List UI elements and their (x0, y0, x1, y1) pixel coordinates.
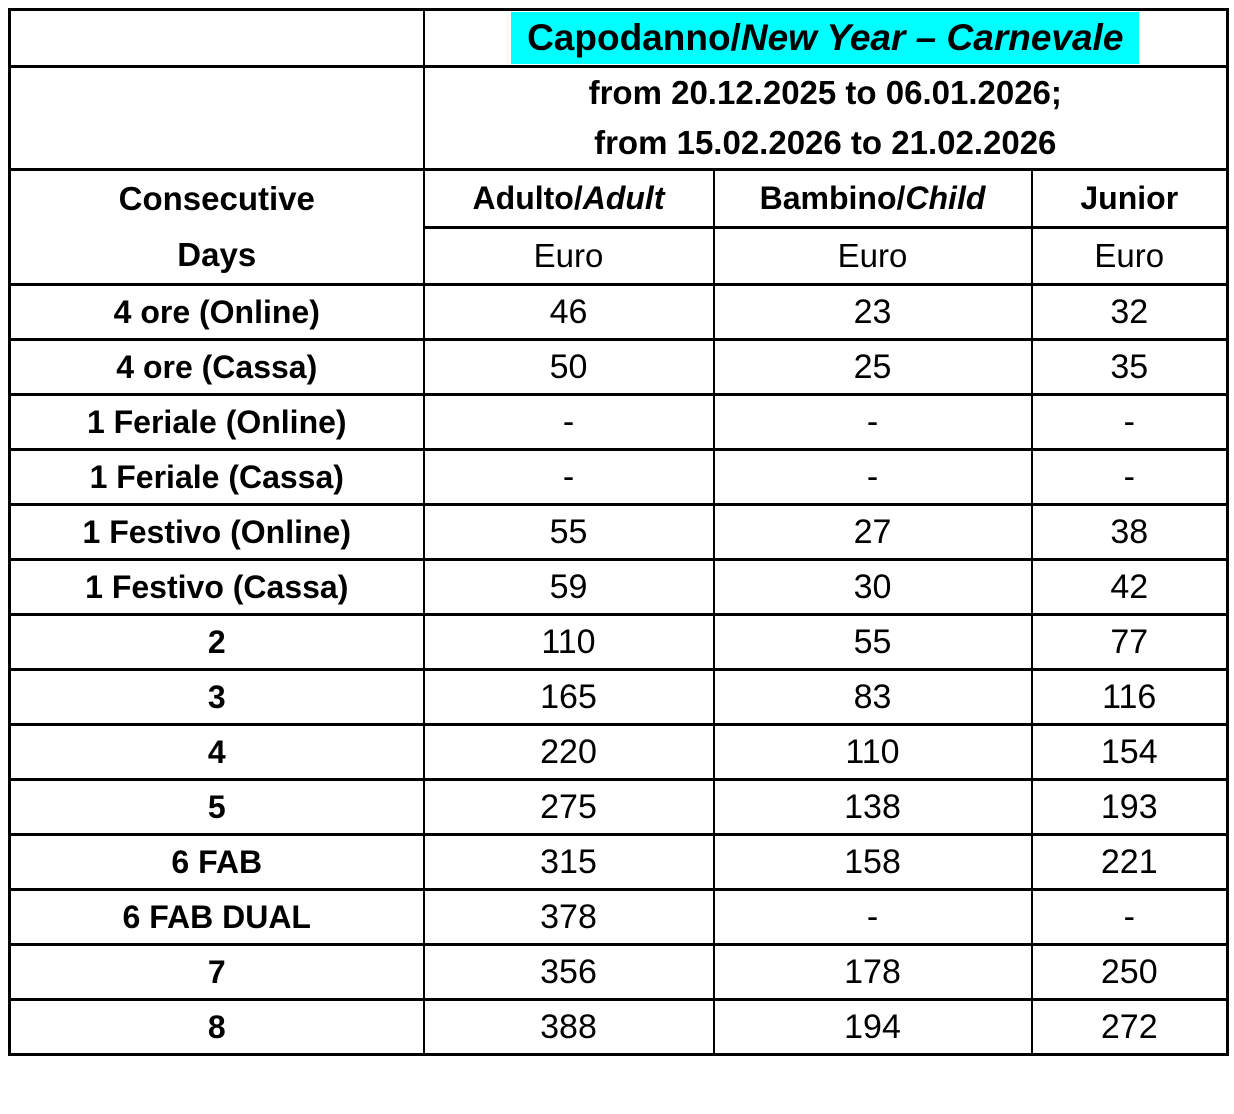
price-value: 275 (422, 778, 715, 836)
row-label: 4 (8, 723, 425, 781)
price-rows-body: 4 ore (Online) 46 23 32 4 ore (Cassa) 50 25 35 1… (8, 283, 1229, 1056)
table-row: 6 FAB 315 158 221 (8, 833, 1229, 891)
col-header-junior: Junior (1030, 167, 1229, 230)
price-value: - (1030, 888, 1229, 946)
price-value: - (712, 888, 1033, 946)
period-line-2: from 15.02.2026 to 21.02.2026 (594, 124, 1057, 161)
price-value: 165 (422, 668, 715, 726)
column-header-row: Consecutive Days Adulto/Adult Bambino/Ch… (8, 167, 1229, 286)
price-value: 23 (712, 283, 1033, 341)
title-text: Capodanno/ (527, 17, 741, 58)
price-value: 250 (1030, 943, 1229, 1001)
title-italic-text: New Year – Carnevale (740, 17, 1124, 58)
table-row: 8 388 194 272 (8, 998, 1229, 1056)
table-row: 1 Feriale (Online) - - - (8, 393, 1229, 451)
period-row: from 20.12.2025 to 06.01.2026; from 15.0… (8, 65, 1229, 171)
price-value: 138 (712, 778, 1033, 836)
price-value: - (422, 448, 715, 506)
price-value: 110 (712, 723, 1033, 781)
table-row: 2 110 55 77 (8, 613, 1229, 671)
price-value: 154 (1030, 723, 1229, 781)
price-value: 158 (712, 833, 1033, 891)
table-row: 4 ore (Cassa) 50 25 35 (8, 338, 1229, 396)
price-value: 59 (422, 558, 715, 616)
table-row: 6 FAB DUAL 378- - (8, 888, 1229, 946)
row-header-line-2: Days (177, 236, 257, 273)
price-value: 35 (1030, 338, 1229, 396)
period-cell: from 20.12.2025 to 06.01.2026; from 15.0… (422, 65, 1229, 171)
price-value: - (1030, 448, 1229, 506)
row-label: 6 FAB DUAL (8, 888, 425, 946)
unit-row: Euro Euro Euro (10, 226, 1229, 286)
col-header-junior-regular: Junior (1080, 180, 1179, 216)
price-value: 388 (422, 998, 715, 1056)
row-header-line-1: Consecutive (118, 180, 315, 217)
col-header-adult: Adulto/Adult (422, 167, 715, 230)
price-value: 356 (422, 943, 715, 1001)
table-row: 3 165 83 116 (8, 668, 1229, 726)
row-label: 4 ore (Online) (8, 283, 425, 341)
row-label: 1 Feriale (Cassa) (8, 448, 425, 506)
price-value: 50 (422, 338, 715, 396)
price-value: 116 (1030, 668, 1229, 726)
row-label: 1 Feriale (Online) (8, 393, 425, 451)
empty-corner-cell (8, 8, 425, 68)
price-value: - (1030, 393, 1229, 451)
row-header-cell: Consecutive Days (8, 168, 425, 286)
price-value: 55 (712, 613, 1033, 671)
row-label: 6 FAB (8, 833, 425, 891)
price-value: 25 (712, 338, 1033, 396)
price-value: 378 (422, 888, 715, 946)
table-row: 4 ore (Online) 46 23 32 (8, 283, 1229, 341)
col-header-child-italic: Child (905, 180, 986, 216)
row-label: 1 Festivo (Cassa) (8, 558, 425, 616)
price-value: - (712, 448, 1033, 506)
price-value: 46 (422, 283, 715, 341)
row-label: 2 (8, 613, 425, 671)
unit-cell-adult: Euro (422, 226, 715, 286)
table-row: 1 Festivo (Cassa) 59 30 42 (8, 558, 1229, 616)
row-label: 7 (8, 943, 425, 1001)
price-value: 178 (712, 943, 1033, 1001)
col-header-child: Bambino/Child (712, 167, 1033, 230)
title-row: Capodanno/New Year – Carnevale (8, 8, 1229, 68)
col-header-adult-italic: Adult (582, 180, 665, 216)
table-row: 4 220 110 154 (8, 723, 1229, 781)
col-header-child-regular: Bambino/ (759, 180, 906, 216)
row-label: 8 (8, 998, 425, 1056)
price-value: 315 (422, 833, 715, 891)
price-value: - (422, 393, 715, 451)
price-value: 30 (712, 558, 1033, 616)
period-line-1: from 20.12.2025 to 06.01.2026; (588, 74, 1062, 111)
price-table: Capodanno/New Year – Carnevale from 20.1… (8, 8, 1229, 1056)
title-highlight: Capodanno/New Year – Carnevale (511, 12, 1140, 64)
row-label: 4 ore (Cassa) (8, 338, 425, 396)
price-value: 38 (1030, 503, 1229, 561)
price-value: 55 (422, 503, 715, 561)
price-value: 272 (1030, 998, 1229, 1056)
price-value: 194 (712, 998, 1033, 1056)
row-label: 1 Festivo (Online) (8, 503, 425, 561)
table-row: 1 Feriale (Cassa) - - - (8, 448, 1229, 506)
price-value: 27 (712, 503, 1033, 561)
price-value: 32 (1030, 283, 1229, 341)
price-value: - (712, 393, 1033, 451)
price-value: 221 (1030, 833, 1229, 891)
col-header-adult-regular: Adulto/ (472, 180, 583, 216)
table-row: 1 Festivo (Online) 55 27 38 (8, 503, 1229, 561)
price-value: 110 (422, 613, 715, 671)
unit-cell-child: Euro (712, 226, 1033, 286)
row-label: 3 (8, 668, 425, 726)
unit-cell-junior: Euro (1030, 226, 1229, 286)
title-cell: Capodanno/New Year – Carnevale (422, 8, 1229, 68)
table-row: 5 275 138 193 (8, 778, 1229, 836)
price-value: 193 (1030, 778, 1229, 836)
empty-cell (8, 65, 425, 171)
table-row: 7 356 178 250 (8, 943, 1229, 1001)
row-label: 5 (8, 778, 425, 836)
price-value: 83 (712, 668, 1033, 726)
price-value: 77 (1030, 613, 1229, 671)
price-value: 42 (1030, 558, 1229, 616)
price-value: 220 (422, 723, 715, 781)
